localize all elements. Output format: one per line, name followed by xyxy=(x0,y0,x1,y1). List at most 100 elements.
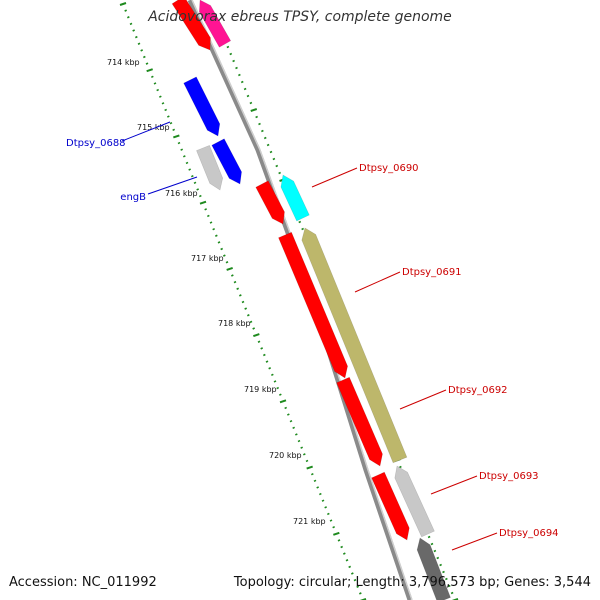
inner-ruler-tick xyxy=(297,439,301,443)
ruler-ticks xyxy=(119,2,459,600)
inner-ruler-tick xyxy=(140,49,144,52)
gene-label: Dtpsy_0690 xyxy=(359,163,419,174)
inner-ruler-tick xyxy=(225,261,229,264)
inner-ruler-tick xyxy=(190,174,194,178)
kbp-label: 718 kbp xyxy=(218,319,251,328)
outer-ruler-tick xyxy=(266,143,270,147)
kbp-scale: 714 kbp 715 kbp 716 kbp 717 kbp 718 kbp 719 k… xyxy=(107,58,326,526)
inner-ruler-tick xyxy=(126,16,130,19)
outer-ruler-tick xyxy=(235,66,238,70)
gene-feature-arrow xyxy=(171,0,211,51)
inner-ruler-tick xyxy=(209,221,213,224)
inner-ruler-tick xyxy=(222,254,226,257)
inner-ruler-tick xyxy=(353,578,357,582)
gene-feature-arrow xyxy=(183,76,221,137)
inner-ruler-tick xyxy=(246,314,250,317)
inner-ruler-tick xyxy=(230,274,234,277)
outer-ruler-tick xyxy=(450,591,454,595)
inner-ruler-tick xyxy=(262,353,266,357)
inner-ruler-tick xyxy=(273,380,277,383)
inner-ruler-tick xyxy=(313,479,317,483)
inner-ruler-tick xyxy=(289,419,293,423)
inner-ruler-tick xyxy=(188,168,192,171)
gene-feature-arrow xyxy=(336,376,383,467)
inner-ruler-tick xyxy=(276,386,280,390)
outer-ruler-tick xyxy=(272,157,276,161)
outer-ruler-tick xyxy=(278,171,281,175)
inner-ruler-tick xyxy=(348,565,352,569)
inner-ruler-tick xyxy=(145,62,149,65)
inner-ruler-tick xyxy=(302,453,306,456)
inner-ruler-tick xyxy=(244,307,248,310)
outer-ruler-tick xyxy=(249,101,253,105)
gene-label-leader xyxy=(121,121,171,142)
inner-ruler-tick xyxy=(212,227,216,231)
outer-ruler-tick xyxy=(258,122,261,126)
outer-ruler-tick xyxy=(263,136,267,140)
inner-ruler-tick xyxy=(332,525,336,529)
inner-ruler-tick xyxy=(166,115,170,118)
genome-summary: Topology: circular; Length: 3,796,573 bp… xyxy=(233,575,591,590)
inner-ruler-tick xyxy=(172,128,176,132)
inner-ruler-tick xyxy=(214,234,218,237)
inner-ruler-tick xyxy=(350,572,354,575)
inner-ruler-tick xyxy=(156,88,160,92)
inner-ruler-tick xyxy=(217,241,221,244)
inner-ruler-tick xyxy=(270,373,274,377)
gene-label: engB xyxy=(120,192,146,203)
inner-ruler-tick xyxy=(137,42,141,45)
outer-ruler-tick xyxy=(269,150,273,154)
outer-ruler-tick xyxy=(436,556,440,560)
inner-ruler-tick xyxy=(358,592,362,595)
inner-ruler-tick xyxy=(142,55,146,59)
kbp-label: 721 kbp xyxy=(293,517,326,526)
inner-ruler-tick xyxy=(119,2,127,6)
inner-ruler-tick xyxy=(337,539,341,542)
inner-ruler-tick xyxy=(300,446,304,449)
inner-ruler-tick xyxy=(204,208,208,211)
inner-ruler-tick xyxy=(253,333,260,338)
inner-ruler-tick xyxy=(279,399,287,404)
inner-ruler-tick xyxy=(196,188,200,191)
inner-ruler-tick xyxy=(305,459,309,463)
inner-ruler-tick xyxy=(153,82,157,85)
inner-ruler-tick xyxy=(340,545,344,549)
outer-ruler-tick xyxy=(238,73,241,77)
inner-ruler-tick xyxy=(124,9,128,12)
kbp-label: 720 kbp xyxy=(269,451,302,460)
inner-ruler-tick xyxy=(226,266,233,271)
accession-label: Accession: NC_011992 xyxy=(9,575,157,590)
outer-ruler-tick xyxy=(275,164,279,168)
gene-label-leader xyxy=(354,271,401,293)
inner-ruler-tick xyxy=(278,393,282,396)
outer-ruler-tick xyxy=(433,549,437,553)
inner-ruler-tick xyxy=(316,486,320,489)
gene-feature-arrow xyxy=(196,145,224,191)
outer-ruler-tick xyxy=(261,129,264,133)
gene-label: Dtpsy_0688 xyxy=(66,138,126,149)
map-title: Acidovorax ebreus TPSY, complete genome xyxy=(148,9,452,25)
inner-ruler-tick xyxy=(220,247,224,251)
outer-ruler-tick xyxy=(451,598,459,600)
outer-ruler-tick xyxy=(430,542,434,546)
gene-label-leader xyxy=(430,475,478,495)
inner-ruler-tick xyxy=(326,512,330,516)
gene-feature-arrow xyxy=(301,227,408,464)
gene-features xyxy=(171,0,451,600)
inner-ruler-tick xyxy=(260,347,264,350)
gene-label-leader xyxy=(147,176,198,195)
inner-ruler-tick xyxy=(134,35,138,39)
outer-ruler-tick xyxy=(399,465,402,469)
gene-feature-arrow xyxy=(255,180,285,225)
outer-ruler-tick xyxy=(439,563,442,567)
inner-ruler-tick xyxy=(180,148,184,151)
gene-feature-arrow xyxy=(416,537,451,600)
inner-ruler-tick xyxy=(342,552,346,555)
outer-ruler-tick xyxy=(298,220,302,224)
kbp-label: 715 kbp xyxy=(137,123,170,132)
inner-ruler-tick xyxy=(265,360,269,363)
kbp-label: 719 kbp xyxy=(244,385,277,394)
outer-ruler-tick xyxy=(427,535,431,539)
inner-ruler-tick xyxy=(146,68,153,73)
